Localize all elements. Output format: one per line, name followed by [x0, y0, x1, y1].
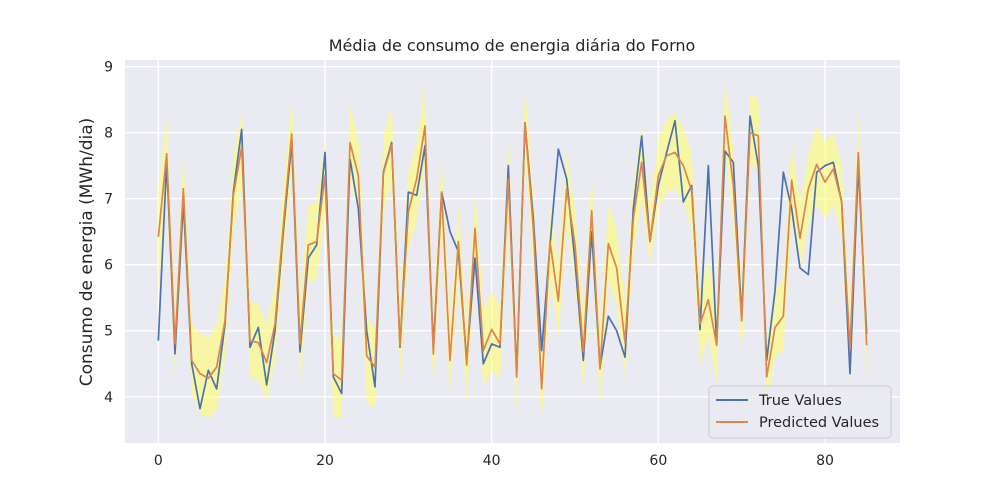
x-tick-label: 60	[649, 453, 667, 469]
x-tick-labels: 0 20 40 60 80	[154, 453, 834, 469]
y-tick-label: 8	[104, 126, 113, 142]
legend: True Values Predicted Values	[708, 385, 892, 439]
legend-label-true-values: True Values	[758, 393, 842, 409]
y-tick-label: 9	[104, 60, 113, 76]
chart-title: Média de consumo de energia diária do Fo…	[329, 36, 696, 55]
series-lines	[157, 115, 868, 410]
y-axis-label: Consumo de energia (MWh/dia)	[77, 118, 97, 387]
x-tick-label: 0	[154, 453, 163, 469]
x-tick-label: 80	[816, 453, 834, 469]
series-line-predicted-values	[157, 115, 868, 390]
y-tick-label: 5	[104, 324, 113, 340]
y-tick-labels: 4 5 6 7 8 9	[104, 60, 113, 406]
y-tick-label: 4	[104, 390, 113, 406]
x-tick-label: 20	[316, 453, 334, 469]
y-tick-label: 6	[104, 258, 113, 274]
x-tick-label: 40	[483, 453, 501, 469]
legend-box	[708, 385, 892, 439]
y-tick-label: 7	[104, 192, 113, 208]
legend-label-predicted-values: Predicted Values	[759, 415, 879, 431]
